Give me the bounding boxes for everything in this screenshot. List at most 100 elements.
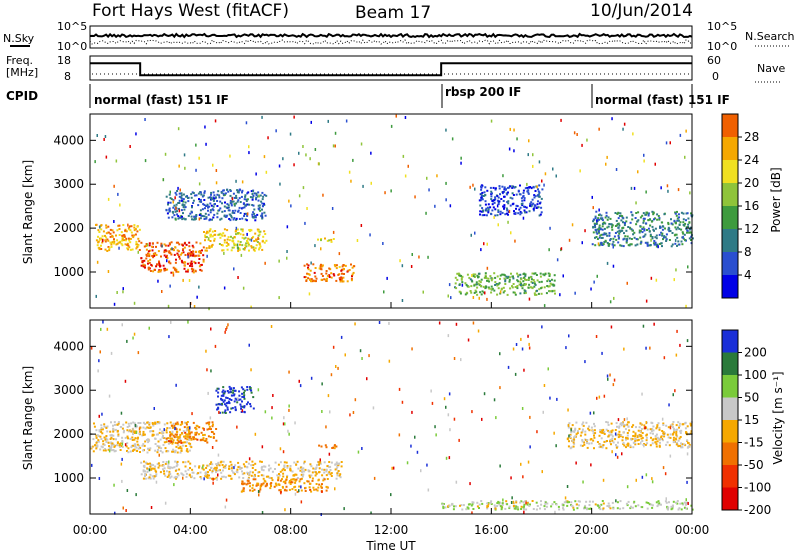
scatter-cell <box>505 275 508 278</box>
scatter-cell <box>106 438 109 441</box>
scatter-cell <box>203 199 206 201</box>
scatter-cell <box>252 211 255 214</box>
scatter-cell <box>479 213 481 216</box>
scatter-cell <box>175 270 178 273</box>
scatter-cell <box>630 243 633 246</box>
scatter-cell <box>322 479 325 482</box>
scatter-cell <box>174 261 177 264</box>
scatter-cell <box>680 508 683 511</box>
scatter-cell <box>686 425 689 428</box>
scatter-cell <box>516 285 519 287</box>
scatter-cell <box>242 487 245 490</box>
scatter-cell <box>308 482 311 485</box>
scatter-cell <box>573 442 576 445</box>
scatter-cell <box>555 503 558 506</box>
scatter-cell <box>214 466 217 469</box>
scatter-cell <box>207 421 210 424</box>
scatter-cell <box>158 445 161 448</box>
scatter-cell <box>316 489 319 492</box>
scatter-cell <box>158 270 161 273</box>
scatter-cell <box>478 280 481 283</box>
scatter-cell <box>209 463 212 465</box>
scatter-cell <box>459 504 461 507</box>
scatter-cell <box>257 229 260 232</box>
scatter-cell <box>627 421 630 424</box>
scatter-cell <box>603 241 606 243</box>
scatter-cell <box>176 249 179 252</box>
noise-cell <box>126 489 129 492</box>
scatter-cell <box>194 437 197 440</box>
scatter-cell <box>456 272 459 275</box>
scatter-cell <box>143 444 146 447</box>
scatter-cell <box>189 264 191 267</box>
scatter-cell <box>532 209 535 212</box>
scatter-cell <box>165 429 168 432</box>
scatter-cell <box>672 441 675 444</box>
noise-cell <box>536 185 538 189</box>
scatter-cell <box>155 433 158 436</box>
scatter-cell <box>577 504 580 507</box>
scatter-cell <box>476 283 479 286</box>
scatter-cell <box>181 473 184 476</box>
noise-cell <box>195 143 197 147</box>
scatter-cell <box>172 448 175 451</box>
scatter-cell <box>643 424 646 427</box>
scatter-cell <box>206 203 209 206</box>
noise-cell <box>565 346 567 350</box>
noise-cell <box>672 393 674 397</box>
scatter-cell <box>320 268 323 271</box>
noise-cell <box>167 304 170 308</box>
scatter-cell <box>639 242 642 245</box>
noise-cell <box>226 326 228 330</box>
scatter-cell <box>481 207 484 210</box>
scatter-cell <box>460 274 462 277</box>
scatter-cell <box>192 199 195 202</box>
scatter-cell <box>184 431 187 434</box>
scatter-cell <box>490 503 493 505</box>
scatter-cell <box>169 472 172 475</box>
noise-cell <box>606 374 609 378</box>
noise-cell <box>458 438 460 442</box>
scatter-cell <box>520 203 523 205</box>
scatter-cell <box>97 235 99 238</box>
scatter-cell <box>261 217 264 220</box>
scatter-cell <box>252 478 255 481</box>
scatter-cell <box>130 444 133 447</box>
scatter-cell <box>625 438 627 441</box>
scatter-cell <box>533 272 536 275</box>
scatter-cell <box>96 244 99 247</box>
scatter-cell <box>619 244 622 247</box>
noise-cell <box>660 186 662 190</box>
scatter-cell <box>592 439 595 442</box>
scatter-cell <box>472 275 475 278</box>
scatter-cell <box>572 508 575 511</box>
scatter-cell <box>285 478 288 481</box>
scatter-cell <box>326 239 329 242</box>
scatter-cell <box>238 394 241 397</box>
scatter-cell <box>295 463 298 466</box>
scatter-cell <box>191 468 194 471</box>
scatter-cell <box>200 193 203 196</box>
scatter-cell <box>310 465 313 468</box>
scatter-cell <box>142 432 145 435</box>
scatter-cell <box>242 463 245 466</box>
scatter-cell <box>212 216 215 219</box>
scatter-cell <box>103 425 106 428</box>
scatter-cell <box>314 267 317 269</box>
noise-cell <box>669 454 672 458</box>
scatter-cell <box>501 185 504 188</box>
scatter-cell <box>176 476 179 479</box>
scatter-cell <box>599 504 601 507</box>
scatter-cell <box>656 213 659 216</box>
scatter-cell <box>475 290 478 293</box>
noise-cell <box>667 189 669 193</box>
scatter-cell <box>653 240 656 242</box>
scatter-cell <box>513 507 516 510</box>
scatter-cell <box>504 188 507 191</box>
velocity-colorbar-swatch <box>722 330 738 353</box>
scatter-cell <box>586 446 589 449</box>
scatter-cell <box>230 214 233 217</box>
scatter-cell <box>599 228 602 231</box>
scatter-cell <box>337 273 340 276</box>
scatter-cell <box>628 237 631 240</box>
